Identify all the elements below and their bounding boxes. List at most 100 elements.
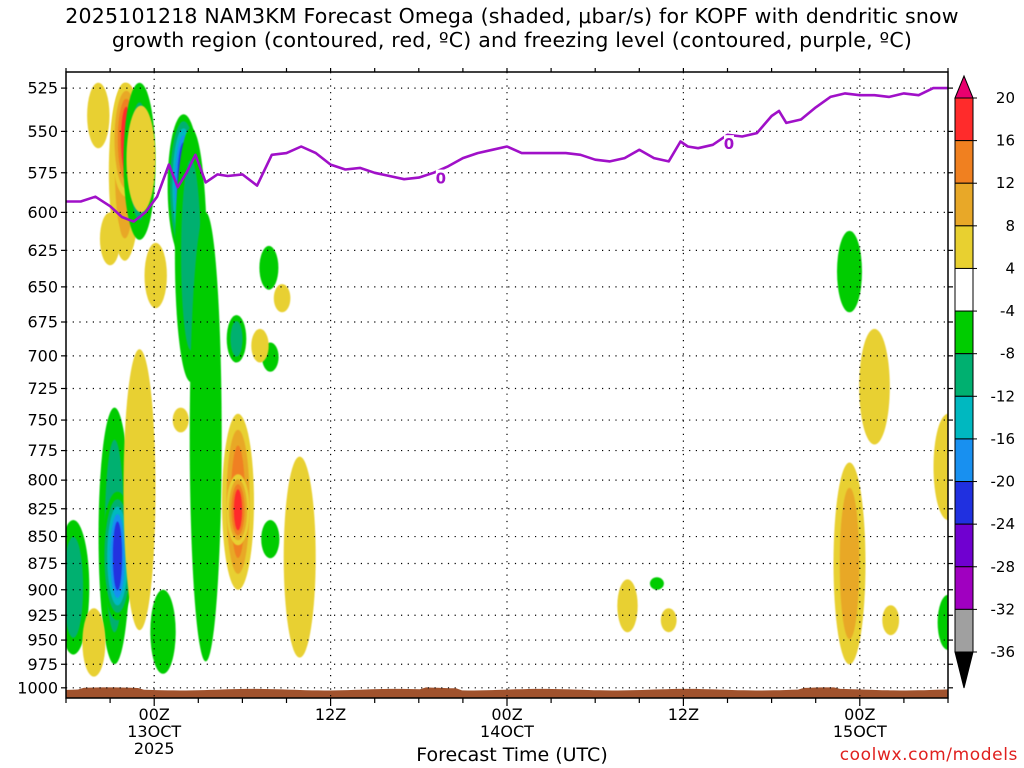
freezing-level-label: 0 xyxy=(436,170,446,188)
omega-cell xyxy=(233,489,243,531)
freezing-level-line xyxy=(66,86,948,223)
omega-cell xyxy=(230,321,243,357)
omega-cell xyxy=(933,413,948,520)
y-tick-label: 975 xyxy=(27,655,58,674)
omega-cell xyxy=(649,577,664,590)
omega-cell xyxy=(882,605,900,636)
colorbar-label: -16 xyxy=(991,430,1016,448)
colorbar-box xyxy=(954,97,974,142)
colorbar-label: -12 xyxy=(991,387,1016,405)
colorbar-box xyxy=(954,481,974,525)
chart-title: 2025101218 NAM3KM Forecast Omega (shaded… xyxy=(0,4,1024,52)
omega-cell xyxy=(189,212,222,662)
terrain-band xyxy=(66,687,948,698)
y-tick-label: 825 xyxy=(27,499,58,518)
colorbar-box xyxy=(954,353,974,397)
omega-cell xyxy=(617,579,638,633)
y-tick-label: 525 xyxy=(27,79,58,98)
omega-cell xyxy=(112,521,123,591)
title-line-1: 2025101218 NAM3KM Forecast Omega (shaded… xyxy=(65,4,959,28)
omega-cell xyxy=(273,284,291,313)
y-tick-label: 900 xyxy=(27,580,58,599)
x-tick-label: 15OCT xyxy=(833,722,887,741)
x-axis-title: Forecast Time (UTC) xyxy=(416,744,608,766)
y-tick-label: 775 xyxy=(27,441,58,460)
omega-cell xyxy=(123,349,156,631)
colorbar-bottom-arrow xyxy=(954,651,974,689)
colorbar-box xyxy=(954,140,974,184)
freezing-level-label: 0 xyxy=(724,135,734,153)
y-tick-label: 850 xyxy=(27,527,58,546)
y-tick-label: 550 xyxy=(27,122,58,141)
colorbar-box xyxy=(954,267,974,312)
colorbar-label: -36 xyxy=(991,643,1016,661)
omega-cell xyxy=(99,212,121,266)
y-tick-label: 675 xyxy=(27,313,58,332)
x-tick-label: 2025 xyxy=(134,739,175,758)
omega-cell xyxy=(937,594,948,650)
x-tick-label: 14OCT xyxy=(480,722,534,741)
terrain xyxy=(66,687,948,698)
colorbar-box xyxy=(954,608,974,653)
freezing-level-contour: 00 xyxy=(66,86,948,223)
y-tick-label: 700 xyxy=(27,346,58,365)
colorbar-box xyxy=(954,566,974,610)
y-tick-label: 575 xyxy=(27,163,58,182)
x-tick-label: 13OCT xyxy=(127,722,181,741)
omega-cell xyxy=(87,82,110,149)
y-tick-label: 925 xyxy=(27,606,58,625)
omega-cell xyxy=(660,608,677,633)
omega-cell xyxy=(126,105,156,213)
y-tick-label: 1000 xyxy=(17,678,58,697)
omega-cell xyxy=(150,589,176,674)
colorbar-label: -28 xyxy=(991,558,1016,576)
x-tick-label: 00Z xyxy=(844,705,875,724)
credit-text: coolwx.com/models xyxy=(839,745,1018,765)
omega-cell xyxy=(251,328,269,363)
y-tick-label: 950 xyxy=(27,631,58,650)
x-tick-label: 00Z xyxy=(139,705,170,724)
y-tick-label: 875 xyxy=(27,554,58,573)
omega-cell xyxy=(144,242,167,309)
colorbar-label: -8 xyxy=(1000,345,1015,363)
omega-cell xyxy=(839,487,860,640)
y-tick-label: 650 xyxy=(27,277,58,296)
colorbar-box xyxy=(954,395,974,440)
x-tick-label: 12Z xyxy=(668,705,699,724)
omega-cell xyxy=(66,536,84,638)
title-line-2: growth region (contoured, red, ºC) and f… xyxy=(111,28,913,52)
y-tick-label: 750 xyxy=(27,411,58,430)
omega-cell xyxy=(82,608,106,677)
colorbar-label: 12 xyxy=(996,174,1015,192)
colorbar-box xyxy=(954,182,974,227)
colorbar-label: 8 xyxy=(1005,217,1015,235)
y-tick-label: 725 xyxy=(27,379,58,398)
y-tick-label: 600 xyxy=(27,203,58,222)
freezing-label-bg xyxy=(723,135,734,152)
colorbar-box xyxy=(954,523,974,568)
colorbar-top-arrow xyxy=(954,74,974,99)
y-tick-label: 800 xyxy=(27,471,58,490)
colorbar-label: -32 xyxy=(991,600,1016,618)
omega-cell xyxy=(261,520,280,559)
colorbar-box xyxy=(954,310,974,355)
colorbar: 20 16 12 8 4 -4 -8 -12 -16 -20 -24 -28 -32 -36 xyxy=(954,74,1016,689)
omega-cell xyxy=(837,230,862,313)
axes: 525 550 575 600 625 650 675 700 725 750 775 800 825 8… xyxy=(17,68,953,758)
colorbar-box xyxy=(954,438,974,483)
freezing-label-bg xyxy=(435,169,446,186)
y-tick-label: 625 xyxy=(27,241,58,260)
omega-shading xyxy=(66,82,948,677)
omega-cell xyxy=(283,456,316,658)
colorbar-label: 20 xyxy=(996,89,1015,107)
colorbar-box xyxy=(954,225,974,269)
colorbar-label: -24 xyxy=(991,515,1016,533)
x-tick-label: 12Z xyxy=(315,705,346,724)
colorbar-label: -20 xyxy=(991,473,1016,491)
omega-cell xyxy=(859,328,890,445)
colorbar-label: 4 xyxy=(1005,259,1015,277)
colorbar-label: 16 xyxy=(996,132,1015,150)
omega-cell xyxy=(259,245,279,290)
colorbar-label: -4 xyxy=(1000,302,1015,320)
